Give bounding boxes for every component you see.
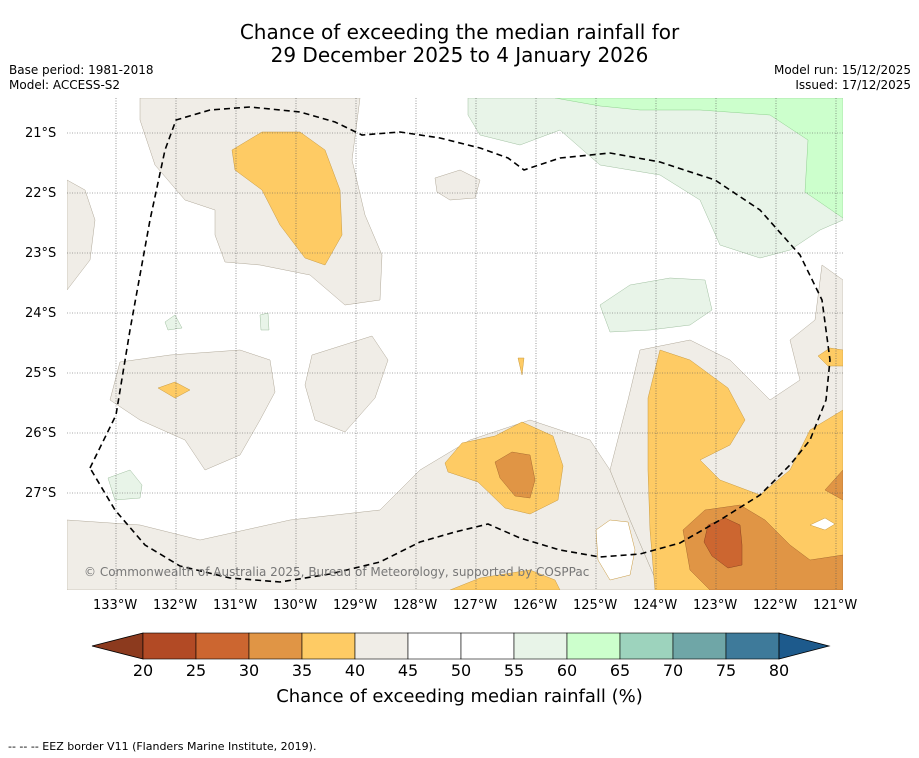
footer-eez-legend: -- -- -- EEZ border V11 (Flanders Marine… bbox=[8, 740, 317, 753]
region-35-40-tiny bbox=[517, 357, 525, 376]
lon-label-133w: 133°W bbox=[93, 598, 138, 613]
region-55-60-small bbox=[164, 314, 183, 331]
region-white-hole-east bbox=[809, 517, 836, 531]
region-45-50-center-north bbox=[434, 169, 481, 201]
region-55-60-center-east bbox=[599, 277, 713, 333]
longitude-gridlines bbox=[115, 98, 837, 590]
lat-label-25s: 25°S bbox=[25, 366, 57, 381]
region-45-50-center bbox=[304, 335, 389, 433]
lon-label-127w: 127°W bbox=[453, 598, 498, 613]
lon-label-121w: 121°W bbox=[813, 598, 858, 613]
region-60-65-northeast bbox=[554, 98, 843, 219]
colorbar-tick-60: 60 bbox=[556, 661, 578, 680]
region-30-35-east-edge bbox=[824, 469, 843, 501]
colorbar-tick-45: 45 bbox=[397, 661, 419, 680]
copyright-notice: © Commonwealth of Australia 2025, Bureau… bbox=[84, 565, 590, 579]
region-45-50-west bbox=[67, 179, 96, 291]
region-25-30-southeast bbox=[703, 517, 743, 569]
region-35-40-bottom bbox=[449, 569, 561, 590]
base-period: Base period: 1981-2018 bbox=[9, 63, 154, 77]
colorbar-cell-45 bbox=[407, 632, 462, 660]
model-name: Model: ACCESS-S2 bbox=[9, 78, 121, 92]
colorbar-cell-70 bbox=[672, 632, 727, 660]
colorbar-cell-60 bbox=[566, 632, 621, 660]
title-line-2: 29 December 2025 to 4 January 2026 bbox=[270, 43, 649, 67]
lon-label-128w: 128°W bbox=[393, 598, 438, 613]
colorbar-cell-30 bbox=[248, 632, 303, 660]
colorbar-tick-75: 75 bbox=[715, 661, 737, 680]
region-35-40-northwest bbox=[231, 131, 343, 266]
lat-label-27s: 27°S bbox=[25, 486, 57, 501]
colorbar-extend-high bbox=[778, 632, 831, 660]
colorbar-tick-35: 35 bbox=[291, 661, 313, 680]
region-white-hole-south bbox=[595, 519, 636, 581]
colorbar-tick-25: 25 bbox=[185, 661, 207, 680]
colorbar-extend-low bbox=[91, 632, 144, 660]
lat-label-22s: 22°S bbox=[25, 186, 57, 201]
lon-label-123w: 123°W bbox=[693, 598, 738, 613]
map-panel bbox=[67, 98, 843, 590]
lon-label-126w: 126°W bbox=[513, 598, 558, 613]
colorbar-tick-80: 80 bbox=[768, 661, 790, 680]
colorbar-tick-40: 40 bbox=[344, 661, 366, 680]
latitude-gridlines bbox=[67, 132, 843, 494]
lon-label-122w: 122°W bbox=[753, 598, 798, 613]
region-45-50-west-central bbox=[109, 349, 276, 471]
lon-label-132w: 132°W bbox=[153, 598, 198, 613]
colorbar-tick-65: 65 bbox=[609, 661, 631, 680]
colorbar bbox=[91, 632, 831, 660]
region-30-35-center-south bbox=[494, 451, 536, 499]
colorbar-tick-70: 70 bbox=[662, 661, 684, 680]
colorbar-cell-20 bbox=[142, 632, 197, 660]
colorbar-cell-75 bbox=[725, 632, 780, 660]
colorbar-cell-65 bbox=[619, 632, 674, 660]
region-55-60-north bbox=[467, 98, 843, 259]
colorbar-tick-30: 30 bbox=[238, 661, 260, 680]
colorbar-cell-55 bbox=[513, 632, 568, 660]
region-35-40-small-west bbox=[157, 381, 191, 399]
region-55-60-dot bbox=[259, 312, 270, 331]
lon-label-130w: 130°W bbox=[273, 598, 318, 613]
region-55-60-southwest bbox=[107, 469, 143, 501]
lat-label-24s: 24°S bbox=[25, 306, 57, 321]
colorbar-tick-50: 50 bbox=[450, 661, 472, 680]
colorbar-cell-35 bbox=[301, 632, 356, 660]
colorbar-cell-25 bbox=[195, 632, 250, 660]
lon-label-124w: 124°W bbox=[633, 598, 678, 613]
lon-label-131w: 131°W bbox=[213, 598, 258, 613]
lon-label-125w: 125°W bbox=[573, 598, 618, 613]
colorbar-cell-50 bbox=[460, 632, 515, 660]
title-line-1: Chance of exceeding the median rainfall … bbox=[239, 20, 680, 44]
lon-label-129w: 129°W bbox=[333, 598, 378, 613]
colorbar-label: Chance of exceeding median rainfall (%) bbox=[276, 686, 643, 707]
issued-date: Issued: 17/12/2025 bbox=[795, 78, 911, 92]
eez-border bbox=[89, 106, 831, 583]
lat-label-26s: 26°S bbox=[25, 426, 57, 441]
colorbar-tick-55: 55 bbox=[503, 661, 525, 680]
lat-label-23s: 23°S bbox=[25, 246, 57, 261]
model-run: Model run: 15/12/2025 bbox=[773, 63, 911, 77]
colorbar-tick-20: 20 bbox=[132, 661, 154, 680]
colorbar-cell-40 bbox=[354, 632, 409, 660]
lat-label-21s: 21°S bbox=[25, 126, 57, 141]
